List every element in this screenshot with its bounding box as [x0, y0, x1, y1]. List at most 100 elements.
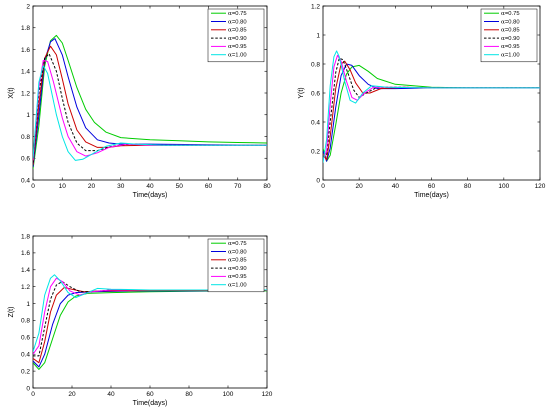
- legend-label: α=0.75: [228, 241, 247, 247]
- legend-alpha: α: [228, 28, 232, 34]
- legend-alpha: α: [501, 28, 505, 34]
- legend-value: =0.85: [505, 28, 520, 34]
- series-line-095: [33, 277, 267, 355]
- legend-alpha: α: [228, 19, 232, 25]
- legend-label: α=0.95: [228, 274, 247, 280]
- legend-box: [207, 8, 265, 63]
- y-tick-label: 0: [316, 177, 320, 184]
- y-tick-label: 0.4: [21, 352, 30, 359]
- x-tick-label: 100: [223, 391, 234, 398]
- y-tick-label: 0.8: [311, 61, 320, 68]
- chart-panel-x: 0 10 20 30 40 50 60 70 80 0.4 0.6 0.8 1 1.2 1.4 1.6 1.8 2…: [8, 3, 271, 199]
- y-tick-label: 0.2: [21, 368, 30, 375]
- x-tick-label: 20: [88, 183, 96, 190]
- legend-alpha: α: [501, 36, 505, 42]
- y-tick-label: 1.2: [21, 90, 30, 97]
- chart-panel-y: 0 20 40 60 80 100 120 0 0.2 0.4 0.6 0.8 1 1.2 Time(day…: [298, 3, 546, 199]
- legend-box: [207, 238, 265, 293]
- y-tick-label: 1: [316, 32, 320, 39]
- y-tick-label: 0.6: [21, 156, 30, 163]
- legend-label: α=0.80: [501, 19, 520, 25]
- y-tick-label: 0.6: [21, 335, 30, 342]
- x-tick-label: 40: [146, 183, 154, 190]
- legend-label: α=0.95: [501, 44, 520, 50]
- series-line-075: [323, 64, 540, 162]
- x-tick-label: 60: [428, 183, 436, 190]
- x-tick-label: 120: [262, 391, 273, 398]
- x-tick-label: 70: [234, 183, 242, 190]
- x-tick-label: 20: [356, 183, 364, 190]
- legend-alpha: α: [228, 241, 232, 247]
- y-tick-label: 1.4: [21, 267, 30, 274]
- y-axis-label: X(t): [8, 87, 15, 98]
- y-tick-label: 1.6: [21, 250, 30, 257]
- x-axis-label: Time(days): [133, 192, 168, 199]
- y-tick-label: 1: [26, 112, 30, 119]
- legend-value: =0.95: [232, 274, 247, 280]
- legend-value: =0.95: [505, 44, 520, 50]
- y-tick-label: 0.8: [21, 318, 30, 325]
- x-tick-label: 50: [176, 183, 184, 190]
- legend-alpha: α: [228, 44, 232, 50]
- x-tick-label: 10: [59, 183, 67, 190]
- x-tick-label: 80: [263, 183, 271, 190]
- legend-label: α=0.95: [228, 44, 247, 50]
- y-tick-label: 1.4: [21, 69, 30, 76]
- y-tick-label: 2: [26, 3, 30, 10]
- legend-alpha: α: [501, 53, 505, 59]
- x-tick-label: 0: [321, 183, 325, 190]
- series-line-085: [33, 45, 267, 165]
- y-tick-label: 1.6: [21, 47, 30, 54]
- x-tick-label: 120: [535, 183, 546, 190]
- legend-value: =0.75: [232, 241, 247, 247]
- legend-label: α=1.00: [228, 53, 247, 59]
- y-tick-label: 1.8: [21, 25, 30, 32]
- x-axis-label: Time(days): [414, 192, 449, 199]
- legend-label: α=1.00: [228, 283, 247, 289]
- series-line-080: [323, 63, 540, 162]
- x-tick-label: 20: [68, 391, 76, 398]
- x-tick-label: 80: [464, 183, 472, 190]
- legend-alpha: α: [228, 11, 232, 17]
- legend-alpha: α: [228, 249, 232, 255]
- legend-alpha: α: [228, 36, 232, 42]
- y-tick-label: 0.8: [21, 134, 30, 141]
- series-line-100: [33, 65, 267, 161]
- legend-label: α=0.80: [228, 19, 247, 25]
- chart-panel-z: 0 20 40 60 80 100 120 0 0.2 0.4 0.6 0.8 1 1.2 1.4 1.6 1.…: [8, 233, 273, 407]
- legend-value: =0.75: [505, 11, 520, 17]
- legend-value: =1.00: [505, 53, 520, 59]
- legend-value: =1.00: [232, 53, 247, 59]
- y-tick-label: 0.2: [311, 148, 320, 155]
- legend-alpha: α: [501, 44, 505, 50]
- legend-label: α=1.00: [501, 53, 520, 59]
- x-tick-label: 100: [498, 183, 509, 190]
- legend-label: α=0.85: [228, 258, 247, 264]
- y-tick-label: 0.4: [21, 177, 30, 184]
- x-tick-label: 80: [185, 391, 193, 398]
- y-tick-label: 1.2: [21, 284, 30, 291]
- legend-value: =0.90: [505, 36, 520, 42]
- legend-label: α=0.80: [228, 249, 247, 255]
- legend-alpha: α: [228, 266, 232, 272]
- legend-box: [480, 8, 538, 63]
- legend-alpha: α: [501, 19, 505, 25]
- legend-alpha: α: [228, 258, 232, 264]
- legend-value: =0.80: [232, 19, 247, 25]
- legend-label: α=0.85: [228, 28, 247, 34]
- x-tick-label: 60: [146, 391, 154, 398]
- legend-label: α=0.85: [501, 28, 520, 34]
- legend-label: α=0.90: [228, 266, 247, 272]
- legend-value: =0.90: [232, 266, 247, 272]
- legend-alpha: α: [228, 53, 232, 59]
- legend-value: =0.85: [232, 28, 247, 34]
- legend-label: α=0.90: [501, 36, 520, 42]
- y-tick-label: 0: [26, 385, 30, 392]
- y-axis-label: Z(t): [8, 307, 15, 318]
- x-tick-label: 40: [392, 183, 400, 190]
- legend-value: =0.95: [232, 44, 247, 50]
- y-tick-label: 1.2: [311, 3, 320, 10]
- series-line-100: [323, 50, 540, 163]
- x-axis-label: Time(days): [133, 400, 168, 407]
